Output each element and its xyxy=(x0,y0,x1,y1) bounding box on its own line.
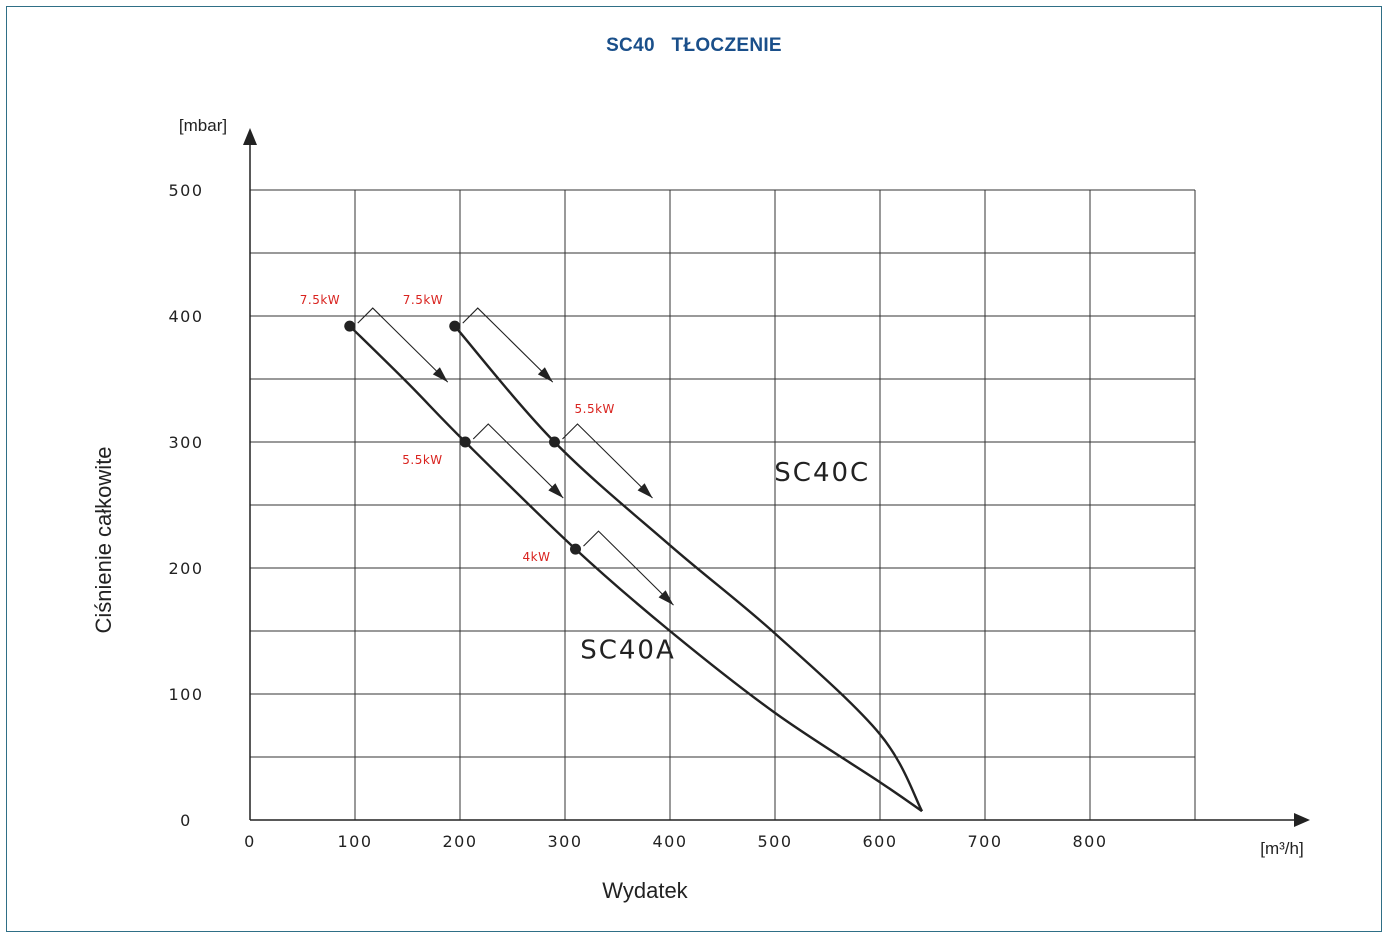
motor-point xyxy=(449,320,461,332)
motor-points xyxy=(344,320,581,555)
motor-point xyxy=(344,320,356,332)
x-tick-label: 0 xyxy=(244,832,256,851)
model-label: SC40C xyxy=(774,458,870,488)
y-axis-unit: [mbar] xyxy=(179,116,227,135)
power-label: 4kW xyxy=(523,550,551,564)
power-label: 5.5kW xyxy=(575,402,615,416)
power-label: 7.5kW xyxy=(300,293,340,307)
motor-point xyxy=(459,436,471,448)
power-label: 7.5kW xyxy=(403,293,443,307)
grid xyxy=(250,189,1196,820)
flow-arrow-head xyxy=(658,590,674,606)
flow-arrows xyxy=(357,307,674,606)
y-tick-label: 400 xyxy=(168,307,203,326)
y-axis-title: Ciśnienie całkowite xyxy=(91,446,116,633)
x-tick-label: 500 xyxy=(757,832,792,851)
y-tick-label: 0 xyxy=(180,811,192,830)
flow-arrow-line xyxy=(462,307,554,383)
x-axis-unit: [m³/h] xyxy=(1260,839,1303,858)
series-lines xyxy=(348,325,924,813)
y-tick-label: 300 xyxy=(168,433,203,452)
flow-arrow-head xyxy=(637,483,653,498)
x-tick-label: 200 xyxy=(442,832,477,851)
chart-frame xyxy=(6,6,1382,932)
flow-arrow-head xyxy=(432,367,448,383)
axes xyxy=(243,128,1310,827)
x-tick-label: 100 xyxy=(337,832,372,851)
model-label: SC40A xyxy=(580,636,676,666)
x-tick-label: 600 xyxy=(862,832,897,851)
x-tick-label: 300 xyxy=(547,832,582,851)
x-tick-label: 800 xyxy=(1072,832,1107,851)
motor-point xyxy=(570,543,581,555)
y-tick-label: 200 xyxy=(168,559,203,578)
flow-arrow-line xyxy=(472,423,564,499)
series-line-sc40a xyxy=(348,325,923,813)
y-tick-label: 500 xyxy=(168,181,203,200)
series-line-sc40c xyxy=(453,325,924,812)
x-axis-title: Wydatek xyxy=(602,878,688,903)
flow-arrow-line xyxy=(562,423,653,499)
power-label: 5.5kW xyxy=(402,453,442,467)
tick-labels: 0 100 200 300 400 500 600 700 800 0 100 200 300 400 50… xyxy=(168,181,1107,851)
flow-arrow-line xyxy=(357,307,449,383)
y-tick-label: 100 xyxy=(168,685,203,704)
x-tick-label: 400 xyxy=(652,832,687,851)
x-axis-arrow xyxy=(1294,813,1310,827)
model-labels: SC40A SC40C xyxy=(580,458,870,666)
motor-point xyxy=(549,436,560,448)
chart-title: SC40 TŁOCZENIE xyxy=(606,35,782,56)
flow-arrow-head xyxy=(548,483,564,498)
flow-arrow-head xyxy=(537,367,553,383)
y-axis-arrow xyxy=(243,128,257,145)
power-labels: 7.5kW 5.5kW 4kW 7.5kW 5.5kW xyxy=(300,293,615,564)
flow-arrow-line xyxy=(583,530,674,606)
x-tick-label: 700 xyxy=(967,832,1002,851)
